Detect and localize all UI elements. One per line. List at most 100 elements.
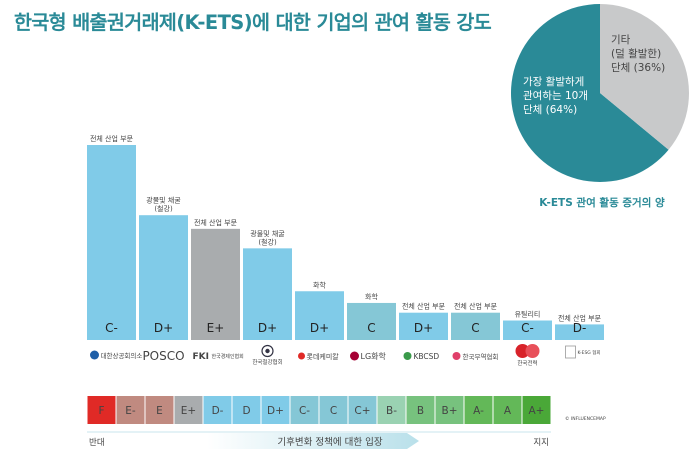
scale-cell-13 xyxy=(435,396,464,424)
scale-grade-label: D xyxy=(242,405,250,417)
bar-1 xyxy=(87,145,136,340)
scale-cell-12 xyxy=(406,396,435,424)
logo-mark-7 xyxy=(403,352,412,360)
bar-grade-label: D+ xyxy=(310,321,329,335)
pie-label-1-line: 관여하는 10개 xyxy=(523,89,588,102)
category-label-8: 한국무역협회 xyxy=(463,352,499,361)
bar-grade-label: C- xyxy=(521,321,534,335)
bar-grade-label: D+ xyxy=(414,321,433,335)
pie-slice-1 xyxy=(511,4,669,182)
scale-grade-label: B- xyxy=(386,405,397,417)
scale-grade-label: A+ xyxy=(529,405,545,417)
pie-label-1-line: 단체 (64%) xyxy=(523,104,577,116)
bar-sector-label: 광물및 채굴 (철강) xyxy=(146,196,181,214)
scale-grade-label: E xyxy=(156,405,163,417)
scale-cell-2 xyxy=(116,396,145,424)
category-label-10: K-ESG 협회 xyxy=(578,349,601,356)
scale-grade-label: B xyxy=(417,405,424,417)
scale-grade-label: A xyxy=(504,405,512,417)
scale-grade-label: B+ xyxy=(441,405,457,417)
pie-label-2-line: (덜 활발한) xyxy=(611,47,661,60)
scale-cell-8 xyxy=(290,396,319,424)
bar-sector-label-line: 전체 산업 부문 xyxy=(194,218,238,227)
scale-cell-4 xyxy=(174,396,203,424)
bar-sector-label: 전체 산업 부문 xyxy=(90,134,134,143)
bar-sector-label: 광물및 채굴 (철강) xyxy=(250,229,285,247)
bar-grade-label: C- xyxy=(105,321,118,335)
category-label-4: 한국철강협회 xyxy=(252,358,282,366)
bar-grade-label: D+ xyxy=(258,321,277,335)
bar-sector-label-line: 유틸리티 xyxy=(515,310,541,319)
scale-cell-14 xyxy=(464,396,493,424)
pie-label-1-line: 가장 활발하게 xyxy=(523,75,584,88)
scale-cell-5 xyxy=(203,396,232,424)
category-label-6: LG화학 xyxy=(361,351,387,361)
category-label-3: FKI xyxy=(193,352,209,362)
bar-sector-label: 화학 xyxy=(313,280,326,289)
bar-sector-label-line: 화학 xyxy=(365,292,378,301)
scale-cell-16 xyxy=(522,396,551,424)
bar-sector-label: 전체 산업 부문 xyxy=(194,218,238,227)
scale-grade-label: F xyxy=(98,405,104,417)
scale-cell-7 xyxy=(261,396,290,424)
bar-grade-label: E+ xyxy=(207,321,225,335)
scale-grade-label: C- xyxy=(299,405,310,417)
bar-sector-label-line: 전체 산업 부문 xyxy=(402,302,446,311)
category-label-1: 대한상공회의소 xyxy=(101,351,143,360)
pie-title: K-ETS 관여 활동 증거의 양 xyxy=(539,196,665,209)
scale-arrow xyxy=(207,433,419,449)
pie-slice-2 xyxy=(600,4,690,150)
page-title: 한국형 배출권거래제(K-ETS)에 대한 기업의 관여 활동 강도 xyxy=(14,11,492,34)
scale-grade-label: D+ xyxy=(267,405,284,417)
bar-grade-label: C xyxy=(471,321,479,335)
logo-mark-1 xyxy=(90,350,99,360)
scale-cell-9 xyxy=(319,396,348,424)
bar-sector-label-line: 전체 산업 부문 xyxy=(558,313,602,322)
pie-label-2-line: 기타 xyxy=(611,34,631,46)
bar-9 xyxy=(503,320,552,340)
scale-grade-label: A- xyxy=(473,405,484,417)
bar-sector-label-line: (철강) xyxy=(258,237,277,246)
bar-6 xyxy=(347,302,396,340)
bar-8 xyxy=(451,312,500,340)
scale-center-label: 기후변화 정책에 대한 입장 xyxy=(277,436,382,448)
scale-grade-label: C xyxy=(330,405,337,417)
credit-text: © INFLUENCEMAP xyxy=(565,415,606,422)
bar-sector-label: 전체 산업 부문 xyxy=(402,302,446,311)
scale-cell-11 xyxy=(377,396,406,424)
scale-grade-label: C+ xyxy=(354,405,370,417)
bar-10 xyxy=(555,324,604,340)
bar-sector-label-line: (철강) xyxy=(154,204,173,213)
bar-grade-label: C xyxy=(367,321,375,335)
bar-sector-label: 전체 산업 부문 xyxy=(558,313,602,322)
logo-mark-8 xyxy=(452,352,461,360)
bar-4 xyxy=(243,248,292,340)
scale-cell-15 xyxy=(493,396,522,424)
logo-mark-9a xyxy=(515,344,530,358)
bar-sector-label-line: 광물및 채굴 xyxy=(250,229,285,238)
logo-mark-4 xyxy=(261,344,274,358)
logo-mark-10 xyxy=(565,345,576,359)
bar-sector-label: 화학 xyxy=(365,292,378,301)
scale-cell-1 xyxy=(87,396,116,424)
bar-grade-label: D- xyxy=(573,321,587,335)
scale-grade-label: E- xyxy=(125,405,136,417)
scale-cell-6 xyxy=(232,396,261,424)
bar-sector-label-line: 화학 xyxy=(313,280,326,289)
bar-2 xyxy=(139,215,188,340)
bar-sector-label: 유틸리티 xyxy=(515,310,541,319)
scale-grade-label: D- xyxy=(212,405,224,417)
pie-label-2-line: 단체 (36%) xyxy=(611,62,665,74)
logo-mark-6 xyxy=(350,351,359,361)
scale-cell-10 xyxy=(348,396,377,424)
logo-mark-5 xyxy=(298,352,305,360)
bar-3 xyxy=(191,228,240,340)
category-label-3-sub: 한국경제인협회 xyxy=(212,353,244,360)
category-label-9: 한국전력 xyxy=(517,359,537,367)
bar-7 xyxy=(399,312,448,340)
scale-cell-3 xyxy=(145,396,174,424)
category-label-5: 롯데케미칼 xyxy=(307,352,340,361)
logo-mark-9b xyxy=(525,344,540,358)
